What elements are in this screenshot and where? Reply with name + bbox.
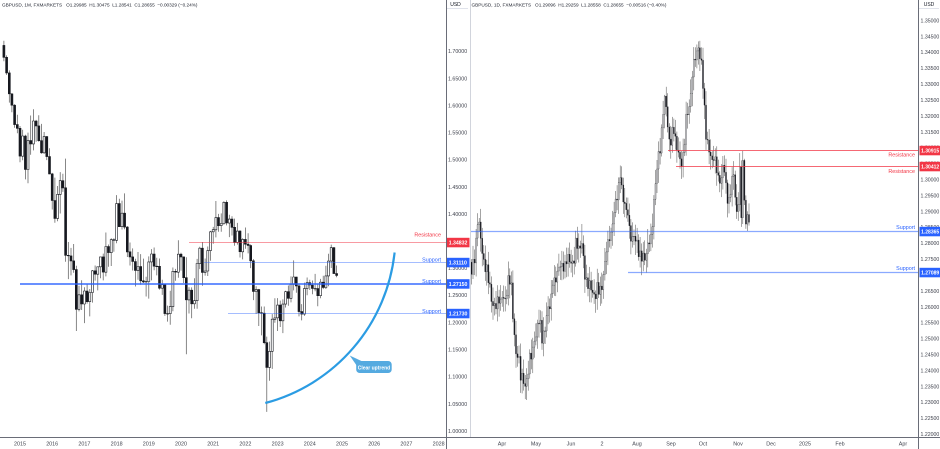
svg-text:Clear uptrend: Clear uptrend bbox=[358, 365, 391, 371]
svg-text:Support: Support bbox=[422, 279, 441, 285]
svg-text:USD: USD bbox=[450, 2, 461, 8]
svg-text:1.33500: 1.33500 bbox=[921, 66, 940, 72]
svg-text:1.30412: 1.30412 bbox=[921, 165, 939, 171]
svg-text:1.30915: 1.30915 bbox=[921, 149, 939, 155]
svg-text:Resistance: Resistance bbox=[414, 233, 441, 239]
svg-text:1.31110: 1.31110 bbox=[449, 261, 467, 267]
svg-text:Support: Support bbox=[896, 266, 915, 272]
svg-text:Sep: Sep bbox=[666, 441, 676, 447]
svg-text:1.30000: 1.30000 bbox=[448, 266, 467, 272]
svg-text:Support: Support bbox=[896, 225, 915, 231]
svg-text:1.65000: 1.65000 bbox=[448, 76, 467, 82]
svg-text:Aug: Aug bbox=[632, 441, 642, 447]
svg-text:2025: 2025 bbox=[799, 441, 811, 447]
svg-text:Resistance: Resistance bbox=[888, 169, 915, 175]
svg-text:1.23000: 1.23000 bbox=[921, 400, 940, 406]
svg-text:1.21730: 1.21730 bbox=[449, 312, 468, 318]
svg-text:1.70000: 1.70000 bbox=[448, 49, 467, 55]
svg-text:2016: 2016 bbox=[46, 441, 58, 447]
svg-text:1.50000: 1.50000 bbox=[448, 158, 467, 164]
svg-text:Support: Support bbox=[422, 309, 441, 315]
svg-text:Jun: Jun bbox=[567, 441, 576, 447]
svg-text:1.34000: 1.34000 bbox=[921, 50, 940, 56]
svg-text:1.27089: 1.27089 bbox=[921, 271, 939, 277]
svg-text:May: May bbox=[531, 441, 541, 447]
svg-text:GBPUSD, 1D, FXMARKETS O1.290: GBPUSD, 1D, FXMARKETS O1.29096 H1.29259 … bbox=[472, 2, 667, 7]
svg-text:1.33000: 1.33000 bbox=[921, 82, 940, 88]
svg-text:1.26000: 1.26000 bbox=[921, 305, 940, 311]
svg-text:1.45000: 1.45000 bbox=[448, 185, 467, 191]
svg-text:1.34832: 1.34832 bbox=[449, 241, 468, 247]
svg-text:1.10000: 1.10000 bbox=[448, 375, 467, 381]
svg-text:Feb: Feb bbox=[835, 441, 844, 447]
svg-text:GBPUSD, 1M, FXMARKETS O1.299: GBPUSD, 1M, FXMARKETS O1.29985 H1.30475 … bbox=[2, 2, 198, 7]
svg-text:Nov: Nov bbox=[733, 441, 743, 447]
svg-text:Oct: Oct bbox=[699, 441, 708, 447]
svg-text:2027: 2027 bbox=[400, 441, 412, 447]
svg-text:1.23500: 1.23500 bbox=[921, 384, 940, 390]
svg-text:1.22000: 1.22000 bbox=[921, 432, 940, 438]
svg-text:Support: Support bbox=[422, 258, 441, 264]
svg-text:1.24000: 1.24000 bbox=[921, 368, 940, 374]
svg-text:2020: 2020 bbox=[175, 441, 187, 447]
svg-text:1.27150: 1.27150 bbox=[449, 282, 468, 288]
svg-text:1.00000: 1.00000 bbox=[448, 429, 467, 435]
svg-text:1.27500: 1.27500 bbox=[921, 257, 940, 263]
svg-text:1.35000: 1.35000 bbox=[921, 18, 940, 24]
svg-text:2022: 2022 bbox=[239, 441, 251, 447]
svg-text:2021: 2021 bbox=[207, 441, 219, 447]
svg-text:2015: 2015 bbox=[14, 441, 26, 447]
svg-text:2017: 2017 bbox=[78, 441, 90, 447]
svg-text:1.22500: 1.22500 bbox=[921, 416, 940, 422]
svg-text:1.32000: 1.32000 bbox=[921, 114, 940, 120]
svg-text:1.25000: 1.25000 bbox=[448, 293, 467, 299]
svg-text:1.31500: 1.31500 bbox=[921, 130, 940, 136]
svg-text:USD: USD bbox=[924, 2, 935, 8]
svg-text:Apr: Apr bbox=[498, 441, 507, 447]
svg-text:1.24500: 1.24500 bbox=[921, 353, 940, 359]
svg-text:1.40000: 1.40000 bbox=[448, 212, 467, 218]
svg-text:1.29000: 1.29000 bbox=[921, 209, 940, 215]
svg-text:2024: 2024 bbox=[304, 441, 316, 447]
svg-text:2: 2 bbox=[601, 441, 604, 447]
svg-text:1.34500: 1.34500 bbox=[921, 34, 940, 40]
svg-text:1.55000: 1.55000 bbox=[448, 131, 467, 137]
svg-text:2019: 2019 bbox=[143, 441, 155, 447]
svg-text:Resistance: Resistance bbox=[888, 153, 915, 159]
svg-text:2028: 2028 bbox=[433, 441, 445, 447]
svg-text:1.30000: 1.30000 bbox=[921, 178, 940, 184]
svg-text:1.26500: 1.26500 bbox=[921, 289, 940, 295]
svg-text:1.32500: 1.32500 bbox=[921, 98, 940, 104]
svg-text:1.60000: 1.60000 bbox=[448, 103, 467, 109]
svg-text:1.28365: 1.28365 bbox=[921, 230, 939, 236]
svg-text:1.20000: 1.20000 bbox=[448, 320, 467, 326]
svg-text:2025: 2025 bbox=[336, 441, 348, 447]
svg-text:1.05000: 1.05000 bbox=[448, 402, 467, 408]
svg-text:1.28000: 1.28000 bbox=[921, 241, 940, 247]
svg-text:Apr: Apr bbox=[899, 441, 908, 447]
svg-text:1.29500: 1.29500 bbox=[921, 193, 940, 199]
svg-text:1.25500: 1.25500 bbox=[921, 321, 940, 327]
svg-text:2018: 2018 bbox=[111, 441, 123, 447]
svg-text:2023: 2023 bbox=[272, 441, 284, 447]
svg-text:1.25000: 1.25000 bbox=[921, 337, 940, 343]
svg-text:Dec: Dec bbox=[766, 441, 776, 447]
svg-text:1.15000: 1.15000 bbox=[448, 348, 467, 354]
svg-text:2026: 2026 bbox=[368, 441, 380, 447]
